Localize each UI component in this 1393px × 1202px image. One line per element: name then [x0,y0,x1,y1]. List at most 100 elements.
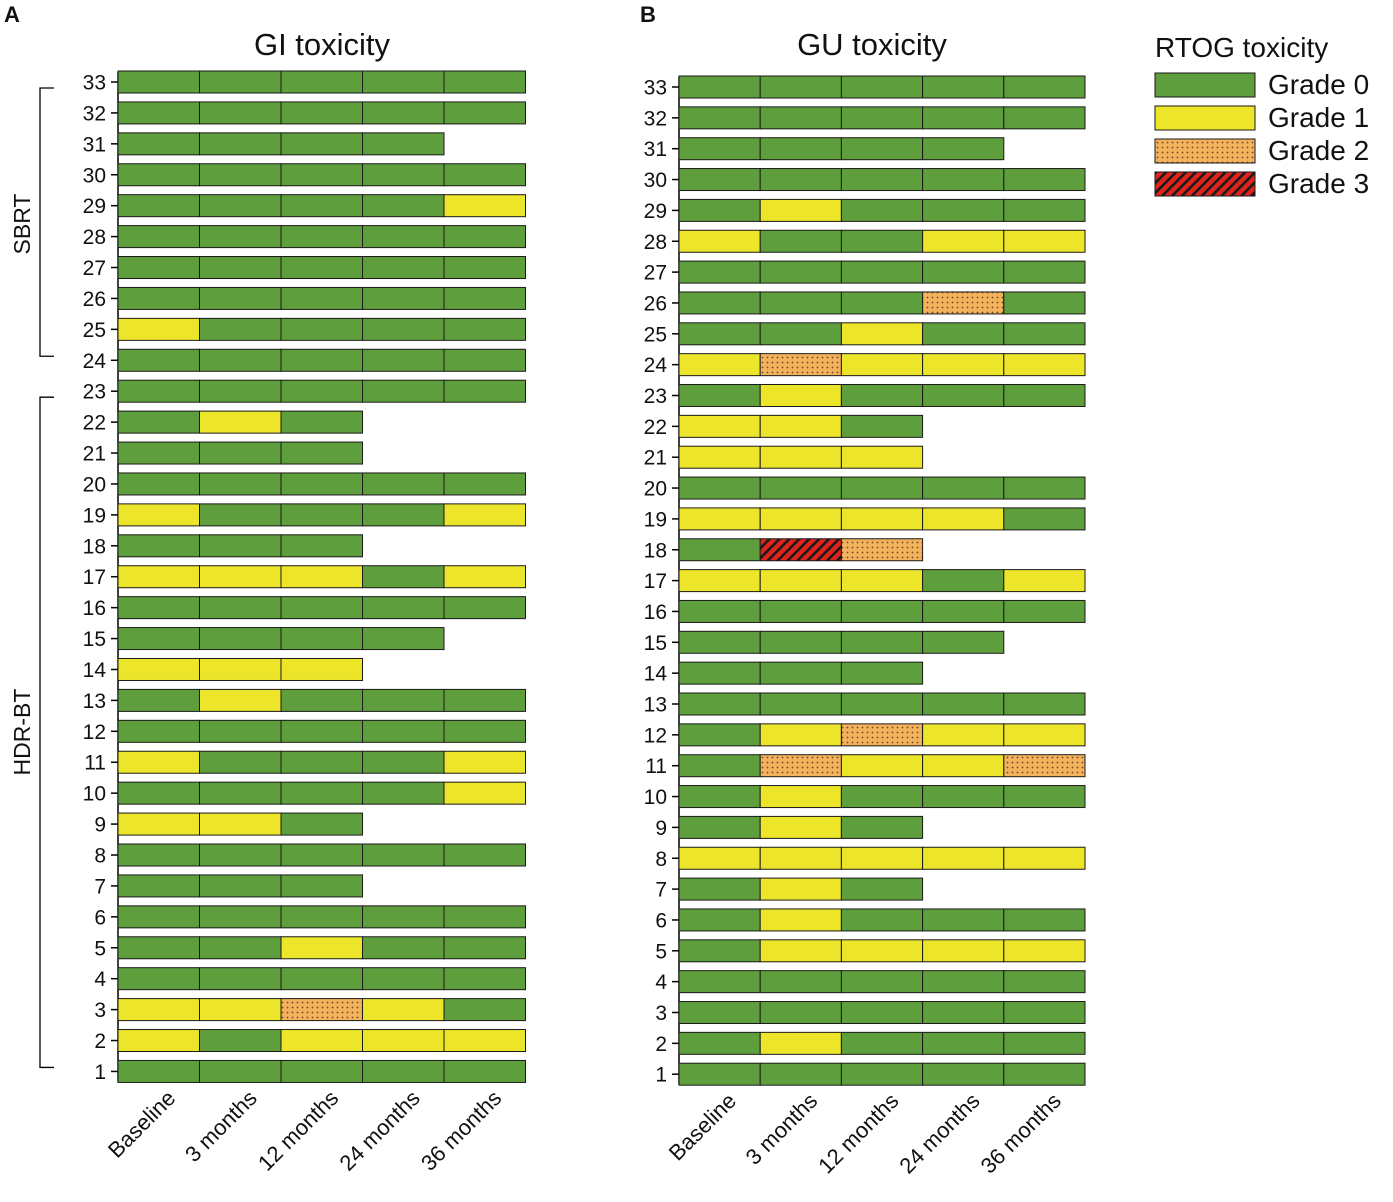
bar-cell [199,905,282,929]
y-tick-label: 12 [83,721,106,744]
bar-cell [678,445,761,469]
bar-cell [362,565,445,589]
bar-cell [840,75,924,99]
y-tick-label: 29 [644,200,667,223]
bar-cell [1003,75,1086,99]
bar-cell [117,843,200,867]
x-tick-label: 24 months [894,1088,984,1178]
bar-cell [443,286,526,310]
bar-cell [759,1062,842,1086]
chart-title-gi: GI toxicity [254,27,391,62]
bar-cell [840,599,924,623]
x-tick-label: 12 months [253,1085,343,1175]
bar-cell [199,472,282,496]
bar-cell [280,1059,363,1083]
bar-cell [1003,569,1086,593]
bar-cell [840,723,924,747]
bar-cell [280,225,363,249]
bar-cell [678,723,761,747]
y-tick-label: 16 [83,597,106,620]
bar-cell [678,630,761,654]
bar-cell [759,939,842,963]
bar-cell [117,441,200,465]
bar-cell [678,538,761,562]
bar-cell [840,229,924,253]
bar-cell [840,569,924,593]
y-tick-label: 16 [644,601,667,624]
bar-cell [117,627,200,651]
bar-cell [280,70,363,94]
bar-cell [840,785,924,809]
bar-cell [759,353,842,377]
bar-cell [280,379,363,403]
bar-cell [922,569,1005,593]
legend-label: Grade 3 [1268,168,1369,199]
legend-swatch [1154,105,1256,131]
bar-cell [117,936,200,960]
bar-cell [678,106,761,130]
bar-cell [840,846,924,870]
bar-cell [678,1001,761,1024]
bar-cell [117,719,200,743]
y-tick-label: 13 [83,690,106,713]
bar-cell [199,256,282,280]
bar-cell [840,106,924,130]
bar-cell [362,998,445,1022]
y-tick-label: 21 [83,443,106,466]
bar-cell [840,445,924,469]
bar-cell [117,286,200,310]
bar-cell [280,627,363,651]
bar-cell [678,846,761,870]
bar-cell [922,75,1005,99]
y-tick-label: 18 [644,539,667,562]
bar-cell [443,101,526,125]
bar-cell [199,781,282,805]
legend-swatch [1154,138,1256,164]
bar-cell [759,630,842,654]
y-tick-label: 27 [83,257,106,280]
bar-cell [678,661,761,685]
bar-cell [280,410,363,434]
bar-cell [759,569,842,593]
bar-cell [362,1059,445,1083]
bar-cell [117,101,200,125]
bar-cell [759,785,842,809]
bar-cell [922,723,1005,747]
bar-cell [117,317,200,341]
bar-cell [678,414,761,438]
y-tick-label: 9 [655,817,667,840]
bar-cell [199,410,282,434]
bar-cell [280,565,363,589]
bar-cell [840,970,924,994]
x-tick-label: 36 months [976,1088,1066,1178]
y-tick-label: 18 [83,535,106,558]
bar-cell [280,1029,363,1053]
bar-cell [678,815,761,839]
bar-cell [678,291,761,315]
y-tick-label: 7 [94,875,106,898]
y-tick-label: 7 [655,879,667,902]
bar-cell [117,1059,200,1083]
bar-cell [1003,106,1086,130]
bar-cell [362,317,445,341]
bar-cell [840,198,924,222]
legend-label: Grade 2 [1268,135,1369,166]
bar-cell [922,291,1005,315]
bar-cell [678,229,761,253]
bar-cell [678,692,761,716]
bar-cell [759,75,842,99]
bar-cell [1003,785,1086,809]
y-tick-label: 1 [655,1064,667,1087]
bar-cell [922,137,1005,161]
y-tick-label: 3 [655,1002,667,1025]
bar-cell [199,132,282,156]
bar-cell [759,476,842,500]
bar-cell [443,225,526,249]
bar-cell [117,812,200,836]
bar-cell [117,565,200,589]
y-tick-label: 30 [83,164,106,187]
bar-cell [199,1029,282,1053]
bar-cell [199,534,282,558]
bar-cell [840,168,924,192]
